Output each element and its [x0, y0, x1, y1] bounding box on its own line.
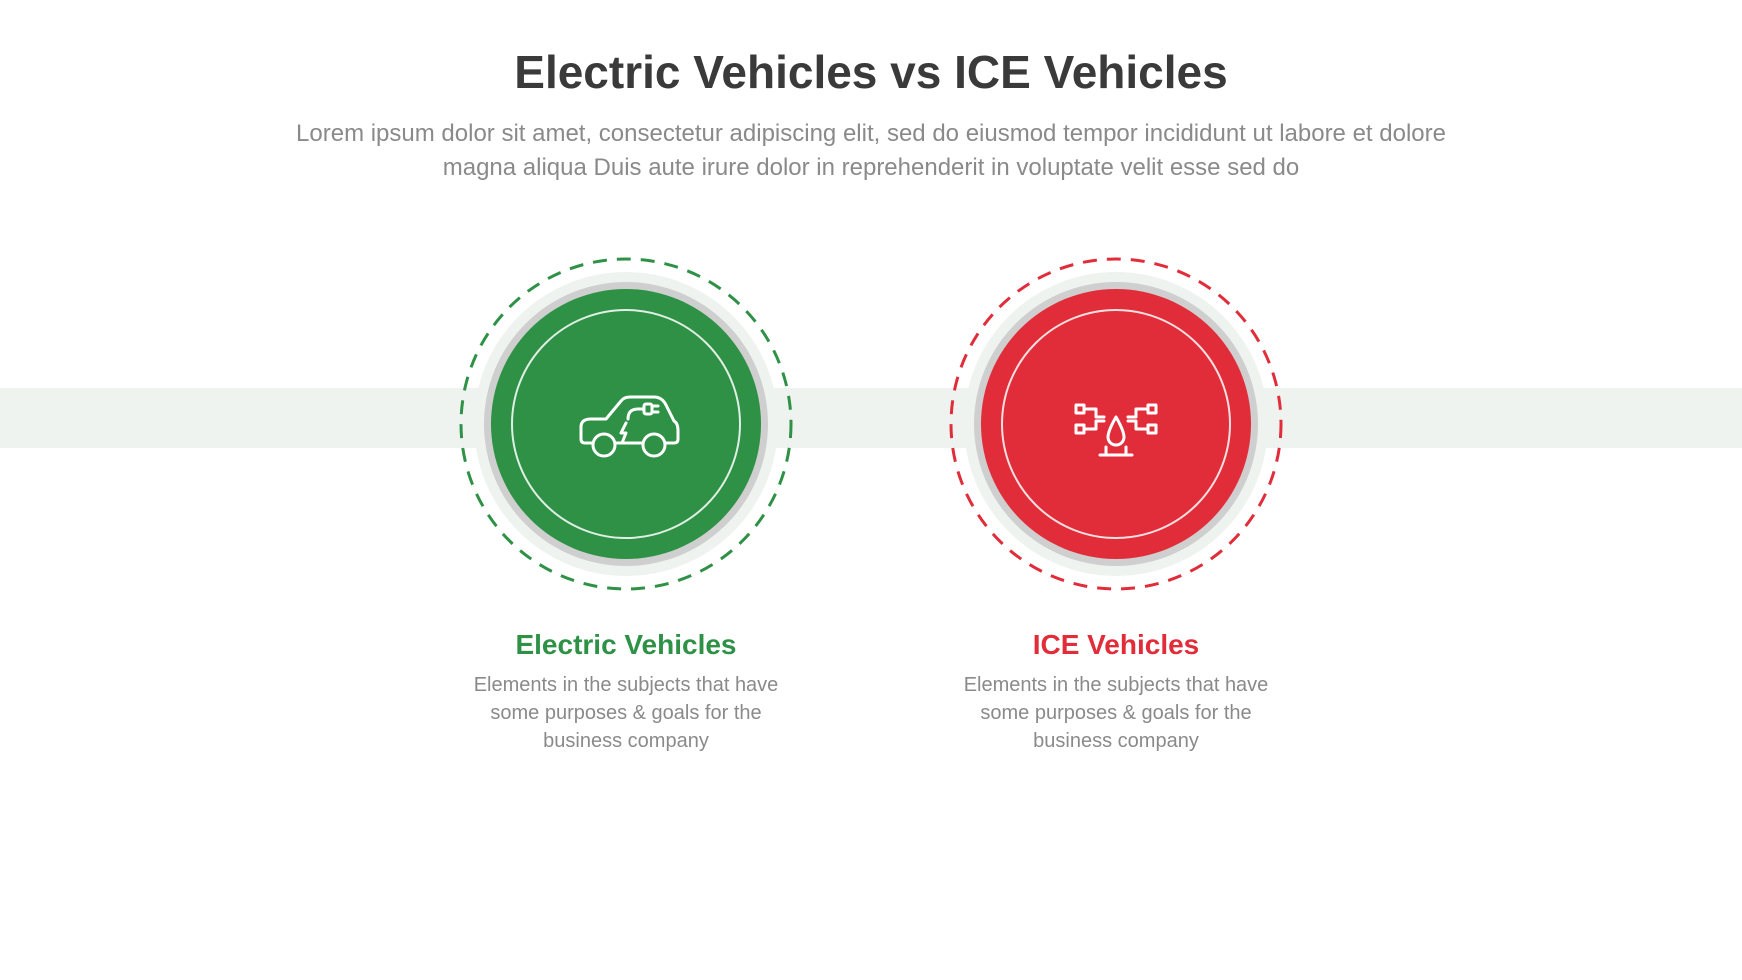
item-ice: ICE Vehicles Elements in the subjects th…	[936, 254, 1296, 755]
solid-circle-ev	[491, 289, 761, 559]
circle-ev	[456, 254, 796, 594]
header: Electric Vehicles vs ICE Vehicles Lorem …	[0, 0, 1742, 184]
item-desc-ev: Elements in the subjects that have some …	[471, 671, 781, 755]
item-title-ev: Electric Vehicles	[515, 629, 736, 661]
page-title: Electric Vehicles vs ICE Vehicles	[0, 45, 1742, 99]
solid-circle-ice	[981, 289, 1251, 559]
item-title-ice: ICE Vehicles	[1033, 629, 1200, 661]
ev-car-icon	[566, 379, 686, 469]
comparison-container: Electric Vehicles Elements in the subjec…	[0, 254, 1742, 755]
item-desc-ice: Elements in the subjects that have some …	[961, 671, 1271, 755]
circle-ice	[946, 254, 1286, 594]
page-subtitle: Lorem ipsum dolor sit amet, consectetur …	[271, 117, 1471, 184]
item-ev: Electric Vehicles Elements in the subjec…	[446, 254, 806, 755]
engine-oil-icon	[1056, 379, 1176, 469]
